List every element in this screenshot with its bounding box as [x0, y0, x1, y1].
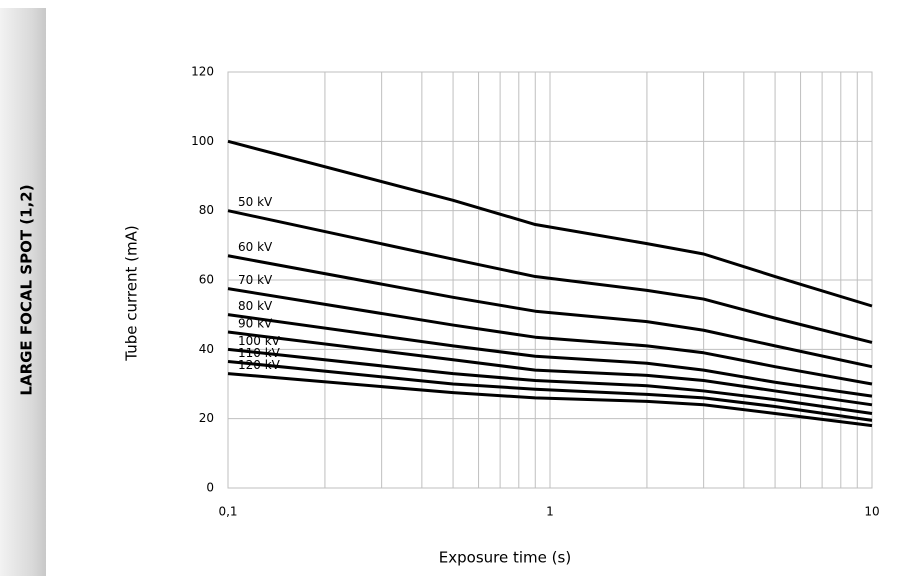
series-label: 70 kV [238, 273, 273, 287]
plot-frame [227, 71, 873, 489]
series-label: 50 kV [238, 195, 273, 209]
y-tick-label: 0 [206, 481, 214, 495]
series-line [227, 254, 873, 369]
series-line [227, 372, 873, 428]
x-axis-title: Exposure time (s) [439, 549, 571, 567]
series-label: 60 kV [238, 240, 273, 254]
series-line [227, 209, 873, 344]
series-line [227, 359, 873, 422]
y-tick-label: 40 [199, 342, 214, 356]
sidebar [0, 8, 46, 576]
series-line [227, 287, 873, 386]
y-tick-label: 120 [191, 65, 214, 79]
x-tick-label: 10 [864, 505, 879, 519]
series-line [227, 347, 873, 415]
sidebar-label: LARGE FOCAL SPOT (1,2) [18, 184, 36, 395]
series-line [227, 139, 873, 308]
series-label: 110 kV [238, 346, 281, 360]
series-line [227, 313, 873, 398]
series-line [227, 330, 873, 407]
x-tick-label: 0,1 [218, 505, 237, 519]
series-label: 120 kV [238, 358, 281, 372]
series-label: 80 kV [238, 299, 273, 313]
y-axis-title: Tube current (mA) [123, 225, 141, 361]
y-tick-label: 80 [199, 203, 214, 217]
series-label: 100 kV [238, 334, 281, 348]
x-tick-label: 1 [546, 505, 554, 519]
y-tick-label: 20 [199, 411, 214, 425]
y-tick-label: 60 [199, 273, 214, 287]
y-tick-label: 100 [191, 134, 214, 148]
series-label: 90 kV [238, 317, 273, 331]
